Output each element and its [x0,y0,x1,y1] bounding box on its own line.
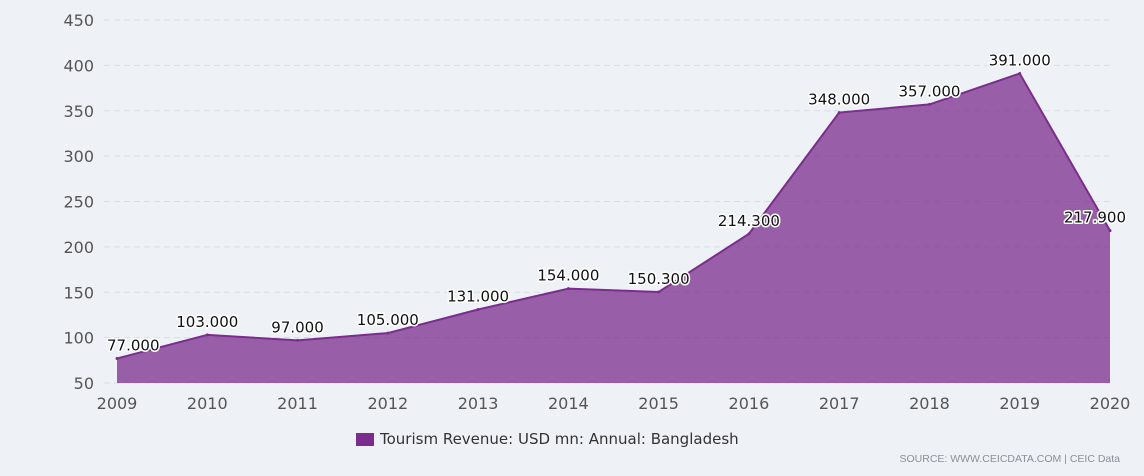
y-tick-label: 150 [63,283,94,302]
area-fill[interactable] [117,73,1110,383]
series-line [116,72,1111,360]
data-label: 154.000 [537,267,599,285]
legend[interactable]: Tourism Revenue: USD mn: Annual: Banglad… [356,430,739,448]
data-point[interactable] [566,287,570,291]
x-tick-label: 2013 [458,394,499,413]
y-tick-label: 450 [63,11,94,30]
y-tick-label: 100 [63,329,94,348]
data-label: 217.900 [1064,209,1126,227]
source-credit: SOURCE: WWW.CEICDATA.COM | CEIC Data [899,453,1120,465]
data-label: 105.000 [357,311,419,329]
x-tick-label: 2017 [819,394,860,413]
x-tick-label: 2012 [367,394,408,413]
data-label: 150.300 [628,270,690,288]
data-label: 391.000 [989,52,1051,70]
data-label: 348.000 [808,91,870,109]
y-tick-label: 400 [63,56,94,75]
data-point[interactable] [837,111,841,115]
x-tick-label: 2010 [187,394,228,413]
x-tick-label: 2015 [638,394,679,413]
y-tick-label: 250 [63,193,94,212]
x-tick-label: 2019 [999,394,1040,413]
x-tick-label: 2011 [277,394,318,413]
x-tick-label: 2009 [97,394,138,413]
data-point[interactable] [657,290,661,294]
data-point[interactable] [927,102,931,106]
data-label: 97.000 [271,318,324,336]
data-point[interactable] [115,356,119,360]
y-tick-label: 300 [63,147,94,166]
data-label: 103.000 [176,313,238,331]
data-point[interactable] [296,338,300,342]
legend-label: Tourism Revenue: USD mn: Annual: Banglad… [380,430,739,448]
y-tick-label: 50 [74,374,94,393]
data-point[interactable] [1108,229,1112,233]
data-point[interactable] [1018,72,1022,76]
legend-swatch [356,432,374,446]
y-tick-label: 200 [63,238,94,257]
series-area [115,72,1112,383]
data-point[interactable] [205,333,209,337]
x-tick-label: 2016 [729,394,770,413]
y-tick-label: 350 [63,102,94,121]
data-point[interactable] [747,232,751,236]
data-label: 214.300 [718,212,780,230]
x-tick-label: 2020 [1090,394,1131,413]
data-labels: 77.000 103.000 97.000 105.000 131.000 154.000… [106,50,1128,356]
data-label: 77.000 [107,336,160,354]
x-axis: 2009 2010 2011 2012 2013 2014 2015 2016 2017 2018… [97,394,1131,413]
x-tick-label: 2014 [548,394,589,413]
data-label: 131.000 [447,287,509,305]
data-point[interactable] [386,331,390,335]
data-point[interactable] [476,307,480,311]
data-label: 357.000 [898,82,960,100]
y-axis: 50 100 150 200 250 300 350 400 450 [63,11,94,393]
x-tick-label: 2018 [909,394,950,413]
